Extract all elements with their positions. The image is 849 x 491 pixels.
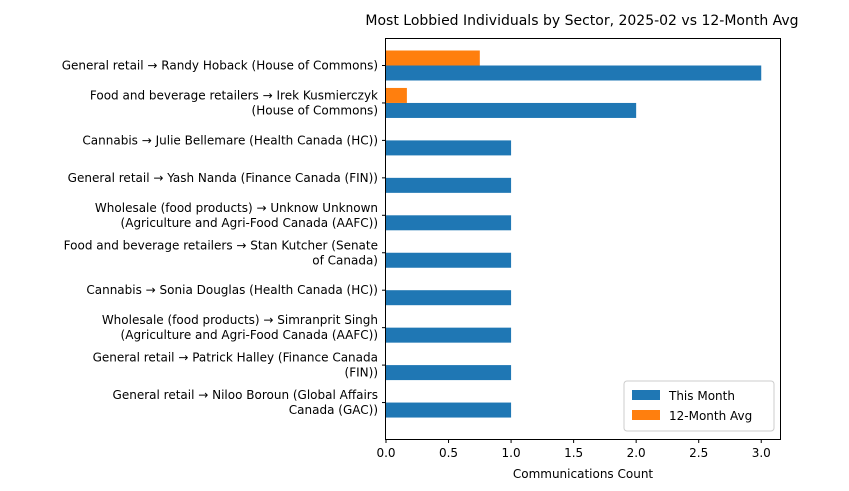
- x-tick-label: 3.0: [752, 446, 771, 460]
- y-tick-label: Wholesale (food products) → Unknow Unkno…: [95, 201, 378, 230]
- x-tick-label: 0.5: [439, 446, 458, 460]
- bar-this-month: [386, 327, 512, 343]
- y-tick-label: Cannabis → Julie Bellemare (Health Canad…: [82, 133, 378, 147]
- y-tick-label: General retail → Yash Nanda (Finance Can…: [68, 171, 378, 185]
- legend-swatch: [632, 390, 660, 400]
- y-tick-label: General retail → Randy Hoback (House of …: [62, 59, 378, 73]
- bar-12-month-avg: [386, 87, 407, 103]
- y-tick-label: Cannabis → Sonia Douglas (Health Canada …: [86, 283, 378, 297]
- legend: This Month 12-Month Avg: [623, 380, 775, 432]
- x-tick-label: 1.5: [564, 446, 583, 460]
- bar-this-month: [386, 102, 637, 118]
- bar-this-month: [386, 177, 512, 193]
- axes-frame: [385, 38, 781, 440]
- legend-swatch: [632, 410, 660, 420]
- bar-this-month: [386, 402, 512, 418]
- y-tick-label: General retail → Niloo Boroun (Global Af…: [113, 388, 378, 417]
- plot-area: General retail → Randy Hoback (House of …: [62, 50, 771, 460]
- bar-this-month: [386, 215, 512, 231]
- x-tick-label: 0.0: [376, 446, 395, 460]
- legend-box: [623, 380, 775, 432]
- x-tick-label: 2.5: [689, 446, 708, 460]
- bar-this-month: [386, 65, 762, 81]
- x-tick-label: 2.0: [627, 446, 646, 460]
- chart-title: Most Lobbied Individuals by Sector, 2025…: [365, 13, 798, 29]
- y-tick-label: General retail → Patrick Halley (Finance…: [93, 351, 378, 380]
- legend-label: This Month: [668, 389, 735, 403]
- x-axis-label: Communications Count: [513, 467, 654, 481]
- bar-this-month: [386, 290, 512, 306]
- bar-this-month: [386, 140, 512, 156]
- y-tick-label: Wholesale (food products) → Simranprit S…: [102, 313, 378, 342]
- bar-this-month: [386, 365, 512, 381]
- bar-this-month: [386, 252, 512, 268]
- y-tick-label: Food and beverage retailers → Stan Kutch…: [64, 238, 378, 267]
- y-tick-label: Food and beverage retailers → Irek Kusmi…: [90, 88, 378, 117]
- bar-12-month-avg: [386, 50, 480, 66]
- legend-label: 12-Month Avg: [669, 409, 752, 423]
- x-tick-label: 1.0: [502, 446, 521, 460]
